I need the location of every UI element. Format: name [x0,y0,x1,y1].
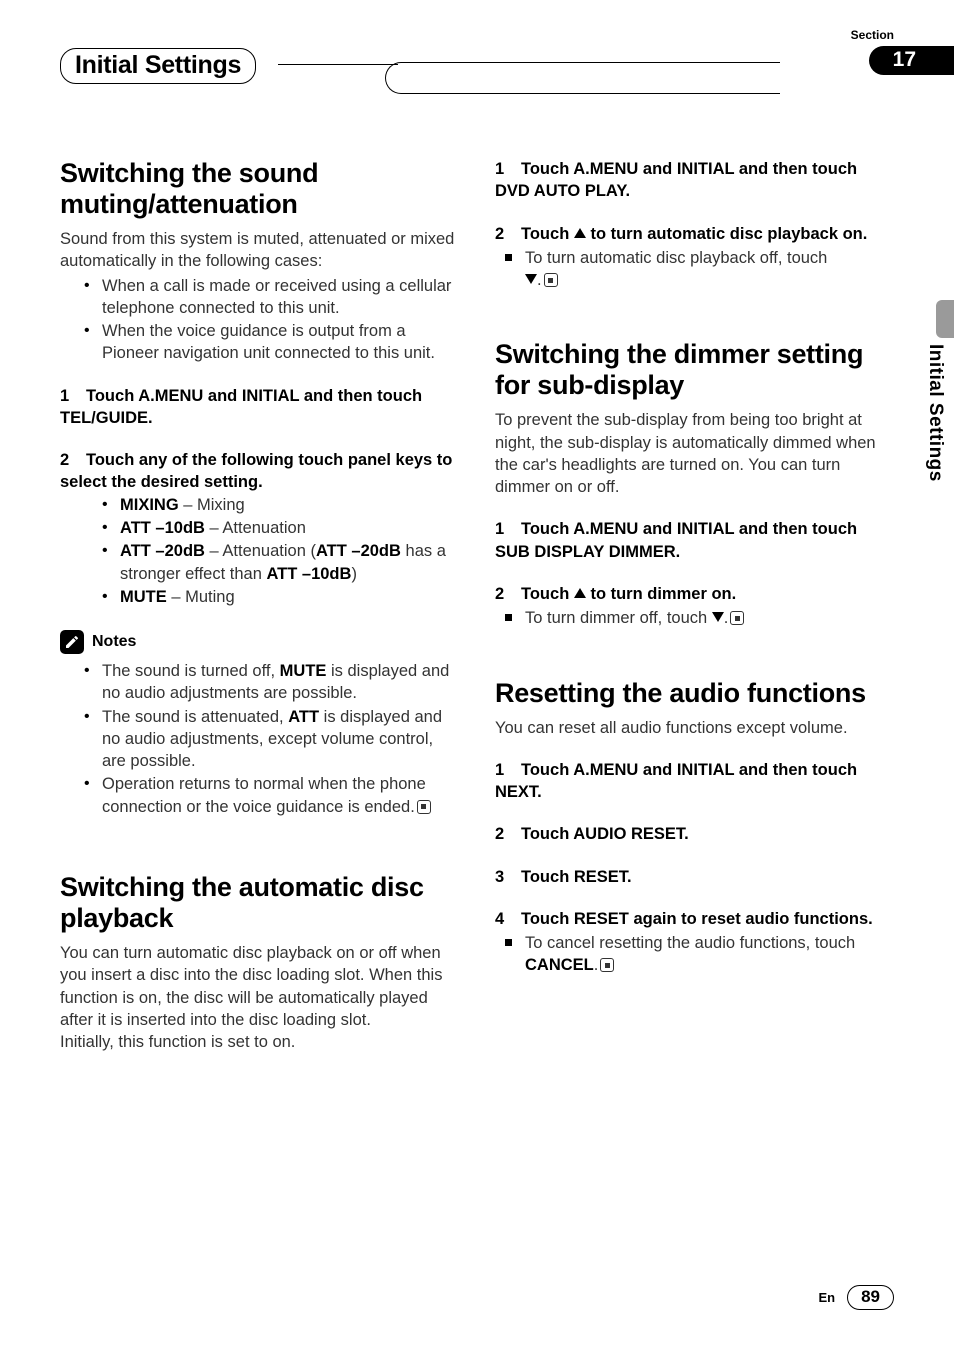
step-2: 2Touch AUDIO RESET. [495,823,894,845]
section-title: Initial Settings [75,51,241,79]
triangle-up-icon [574,588,586,598]
reset-p: You can reset all audio functions except… [495,717,894,739]
list-item: The sound is turned off, MUTE is display… [84,660,459,705]
muting-intro: Sound from this system is muted, attenua… [60,228,459,273]
list-item: ATT –20dB – Attenuation (ATT –20dB has a… [102,540,459,585]
step-1: 1Touch A.MENU and INITIAL and then touch… [495,518,894,563]
step-1: 1Touch A.MENU and INITIAL and then touch… [495,759,894,804]
triangle-down-icon [525,274,537,284]
heading-muting: Switching the sound muting/attenuation [60,158,459,220]
heading-auto-playback: Switching the automatic disc playback [60,872,459,934]
content-columns: Switching the sound muting/attenuation S… [60,158,894,1053]
step-4: 4Touch RESET again to reset audio functi… [495,908,894,930]
side-tab-bar [936,300,954,338]
step-3: 3Touch RESET. [495,866,894,888]
step-1: 1Touch A.MENU and INITIAL and then touch… [60,385,459,430]
heading-dimmer: Switching the dimmer setting for sub-dis… [495,339,894,401]
heading-reset: Resetting the audio functions [495,678,894,709]
footer-lang: En [818,1290,835,1305]
notes-label: Notes [92,631,136,653]
chapter-badge: 17 [869,46,954,75]
step-2: 2Touch to turn automatic disc playback o… [495,223,894,245]
list-item: When a call is made or received using a … [84,275,459,320]
setting-options: MIXING – Mixing ATT –10dB – Attenuation … [60,494,459,608]
triangle-down-icon [712,612,724,622]
note-line: To turn dimmer off, touch . [495,607,894,629]
section-tab: Initial Settings [60,48,256,84]
dimmer-p: To prevent the sub-display from being to… [495,409,894,498]
step-2: 2Touch any of the following touch panel … [60,449,459,494]
triangle-up-icon [574,228,586,238]
muting-cases: When a call is made or received using a … [60,275,459,365]
chapter-line [385,62,780,94]
list-item: ATT –10dB – Attenuation [102,517,459,539]
side-tab: Initial Settings [902,330,954,530]
section-tab-line [278,64,398,65]
pencil-icon [60,630,84,654]
end-icon [600,958,614,972]
auto-p1: You can turn automatic disc playback on … [60,942,459,1031]
list-item: When the voice guidance is output from a… [84,320,459,365]
section-label: Section [851,28,894,42]
step-2: 2Touch to turn dimmer on. [495,583,894,605]
list-item: MUTE – Muting [102,586,459,608]
right-column: 1Touch A.MENU and INITIAL and then touch… [495,158,894,1053]
side-tab-label: Initial Settings [924,344,946,482]
header-right: Section 17 [851,28,954,75]
end-icon [544,273,558,287]
note-line: To cancel resetting the audio functions,… [495,932,894,977]
page-header: Initial Settings Section 17 [60,28,894,98]
left-column: Switching the sound muting/attenuation S… [60,158,459,1053]
note-line: To turn automatic disc playback off, tou… [495,247,894,292]
list-item: MIXING – Mixing [102,494,459,516]
list-item: Operation returns to normal when the pho… [84,773,459,818]
list-item: The sound is attenuated, ATT is displaye… [84,706,459,773]
end-icon [730,611,744,625]
notes-header: Notes [60,630,459,654]
notes-list: The sound is turned off, MUTE is display… [60,660,459,818]
auto-p2: Initially, this function is set to on. [60,1031,459,1053]
page-footer: En 89 [818,1285,894,1310]
end-icon [417,800,431,814]
footer-page: 89 [847,1285,894,1310]
page: Initial Settings Section 17 Initial Sett… [0,0,954,1352]
step-1: 1Touch A.MENU and INITIAL and then touch… [495,158,894,203]
